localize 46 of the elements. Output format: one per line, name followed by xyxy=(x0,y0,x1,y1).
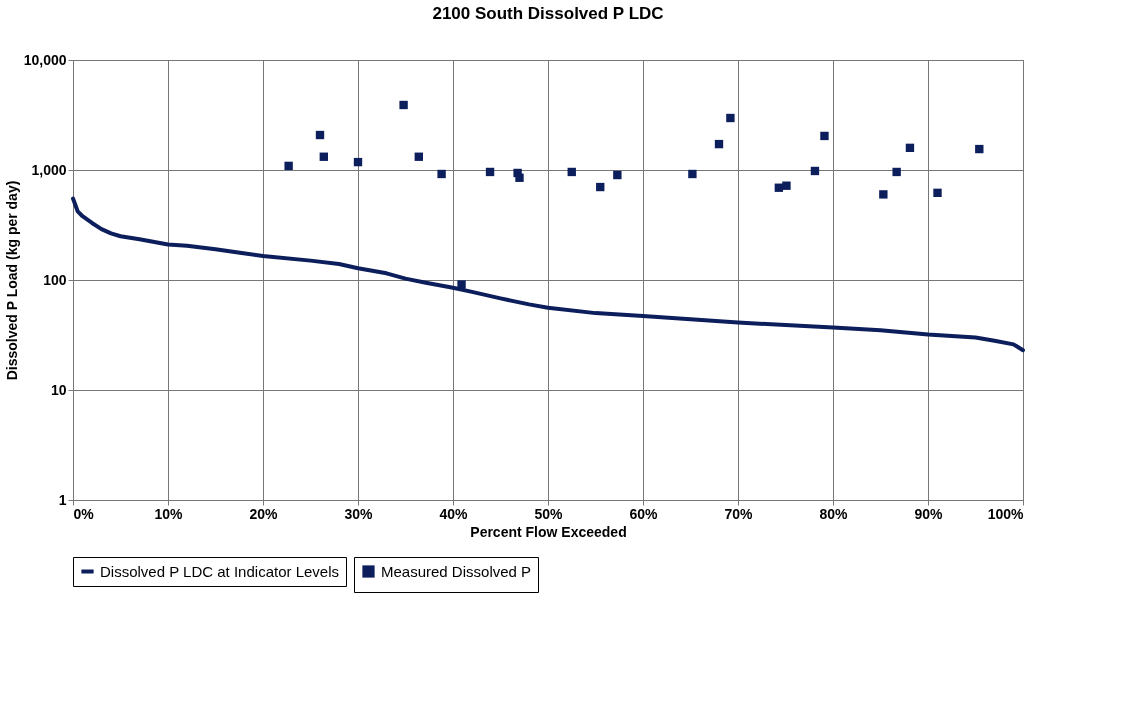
point xyxy=(933,188,942,198)
point xyxy=(726,113,735,123)
x-tick-label: 50% xyxy=(534,505,564,522)
point xyxy=(782,181,791,190)
point xyxy=(975,144,984,154)
legend-label: Measured Dissolved P xyxy=(381,562,532,580)
x-tick-label: 70% xyxy=(724,505,754,522)
y-tick-label: 10,000 xyxy=(23,51,67,68)
y-tick-label: 10 xyxy=(50,381,67,398)
point xyxy=(879,190,888,199)
point xyxy=(319,152,328,161)
x-axis-title: Percent Flow Exceeded xyxy=(470,523,627,540)
x-tick-label: 40% xyxy=(439,505,469,522)
point xyxy=(315,130,325,140)
y-tick-label: 1 xyxy=(58,491,67,508)
point xyxy=(810,166,820,176)
x-tick-label: 30% xyxy=(344,505,374,522)
x-tick-label: 10% xyxy=(154,505,184,522)
point xyxy=(613,170,622,180)
y-tick-label: 1,000 xyxy=(31,161,67,178)
point xyxy=(437,169,446,179)
line-series xyxy=(71,196,1025,353)
point xyxy=(714,139,724,149)
x-tick-label: 80% xyxy=(819,505,849,522)
point xyxy=(820,131,829,141)
point xyxy=(414,152,423,161)
point xyxy=(596,182,605,192)
point xyxy=(567,167,576,177)
x-tick-label: 100% xyxy=(987,505,1025,522)
point xyxy=(892,167,901,177)
point xyxy=(457,280,466,289)
point xyxy=(905,143,915,153)
point xyxy=(485,167,495,177)
point xyxy=(688,169,697,179)
point xyxy=(284,161,293,171)
x-tick-label: 0% xyxy=(73,505,95,522)
y-axis-title: Dissolved P Load (kg per day) xyxy=(3,180,20,381)
point xyxy=(399,100,408,110)
chart-title: 2100 South Dissolved P LDC xyxy=(432,4,664,23)
x-tick-label: 20% xyxy=(249,505,279,522)
legend-label: Dissolved P LDC at Indicator Levels xyxy=(100,562,340,580)
x-tick-label: 90% xyxy=(914,505,944,522)
x-tick-label: 60% xyxy=(629,505,659,522)
point xyxy=(353,157,363,167)
y-tick-label: 100 xyxy=(43,271,67,288)
point xyxy=(515,173,524,182)
